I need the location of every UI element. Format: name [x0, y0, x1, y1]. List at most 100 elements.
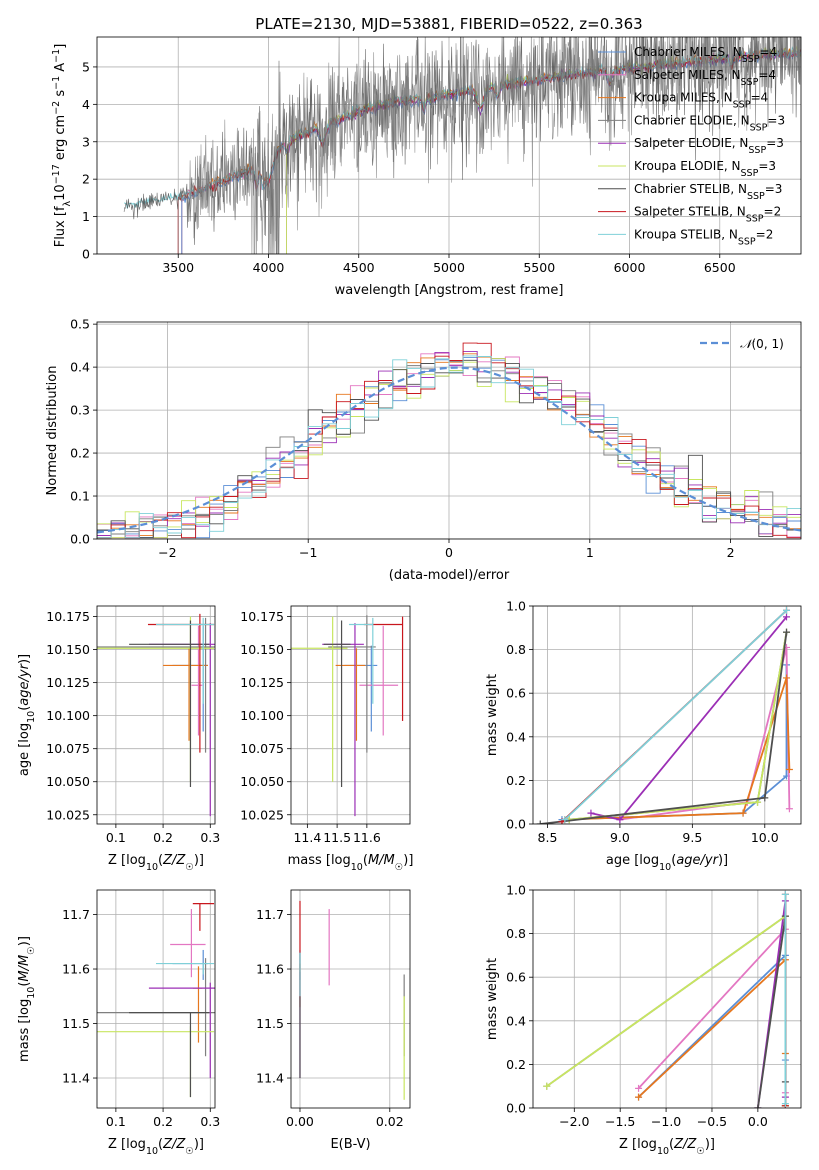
- panel-age_vs_mass: 11.4 11.5 11.6 10.025 10.050 10.075 10.100 10.1…: [240, 605, 413, 873]
- legend-entry: Salpeter MILES, NSSP=4: [634, 68, 776, 88]
- weight-line: [564, 609, 788, 821]
- weight-line: [619, 647, 791, 821]
- weight-line: [561, 664, 788, 821]
- y-tick-label: 10.100: [46, 708, 90, 723]
- y-tick-label: 0.2: [506, 773, 526, 788]
- legend-entry: 𝒩(0, 1): [740, 337, 784, 351]
- axes-frame: [532, 605, 802, 825]
- legend: Chabrier MILES, NSSP=4 Salpeter MILES, NS…: [598, 45, 785, 247]
- y-tick-label: 2: [82, 172, 90, 187]
- y-tick-label: 0.2: [506, 1057, 526, 1072]
- weight-series-chabrier-stelib: [754, 912, 789, 1108]
- x-tick-label: 0.1: [106, 830, 126, 845]
- legend-entry: Chabrier STELIB, NSSP=3: [634, 182, 782, 202]
- weight-marker: [739, 809, 747, 817]
- y-tick-label: 5: [82, 59, 90, 74]
- grid-weight_vs_age: [533, 606, 801, 824]
- errorbar-kroupa-stelib: [349, 617, 374, 704]
- x-tick-label: 9.0: [610, 830, 630, 845]
- panel-weight_vs_Z: −2.0 −1.5 −1.0 −0.5 0.0 0.0 0.2 0.4 0.6 0.8 1.0 Z […: [485, 883, 802, 1157]
- errorbar-chabrier-stelib: [323, 620, 351, 788]
- plot-area-age_vs_mass: [291, 606, 410, 824]
- weight-series-kroupa-stelib: [561, 606, 791, 824]
- x-tick-label: 10.0: [751, 830, 779, 845]
- legend-entry: Kroupa MILES, NSSP=4: [634, 91, 768, 111]
- weight-marker: [616, 816, 624, 824]
- x-axis-label: (data-model)/error: [389, 568, 510, 583]
- plot-area-weight_vs_Z: [533, 890, 801, 1108]
- errorbar-salpeter-miles: [359, 625, 399, 736]
- y-axis-label: age [log10(age/yr)]: [17, 654, 37, 776]
- weight-line: [564, 677, 791, 821]
- y-tick-label: 0.8: [506, 642, 526, 657]
- weight-series-chabrier-elodie: [565, 628, 791, 824]
- y-axis-label: mass [log10(M/M☉)]: [17, 936, 37, 1062]
- plot-area-weight_vs_age: [533, 606, 801, 824]
- y-tick-label: 10.125: [240, 675, 284, 690]
- y-tick-label: 10.025: [46, 807, 90, 822]
- errorbar-chabrier-stelib: [129, 1012, 210, 1098]
- weight-series-chabrier-stelib: [536, 628, 791, 824]
- legend-entry: Salpeter ELODIE, NSSP=3: [634, 136, 784, 156]
- y-tick-label: 10.175: [240, 609, 284, 624]
- plot-area-spectrum: [97, 37, 801, 254]
- y-tick-label: 11.6: [62, 962, 90, 977]
- x-tick-label: 0.00: [286, 1114, 314, 1129]
- weight-marker: [785, 766, 793, 773]
- x-tick-label: 0.1: [106, 1114, 126, 1129]
- weight-series-kroupa-stelib: [781, 890, 789, 1108]
- y-tick-label: 10.050: [46, 774, 90, 789]
- observed-spectrum-chabrier-stelib: [123, 37, 801, 254]
- plot-area-mass_vs_Z: [97, 890, 215, 1108]
- weight-marker: [754, 798, 762, 806]
- y-tick-label: 0.3: [70, 403, 90, 418]
- y-tick-label: 0.4: [70, 360, 90, 375]
- legend-entry: Salpeter STELIB, NSSP=2: [634, 205, 781, 225]
- y-tick-label: 0.0: [506, 817, 526, 832]
- x-tick-label: 0: [445, 545, 453, 560]
- x-tick-label: 11.4: [293, 830, 321, 845]
- weight-marker: [781, 1100, 789, 1108]
- errorbar-chabrier-elodie: [328, 615, 376, 753]
- plot-area-age_vs_Z: [97, 606, 215, 824]
- x-axis-label: Z [log10(Z/Z☉)]: [108, 1137, 204, 1157]
- grid-weight_vs_Z: [533, 890, 801, 1108]
- weight-marker: [785, 805, 793, 813]
- x-tick-label: 0.2: [153, 1114, 173, 1129]
- x-tick-label: 0.3: [200, 1114, 220, 1129]
- x-axis-label: Z [log10(Z/Z☉)]: [619, 1137, 715, 1157]
- x-axis-label: age [log10(age/yr)]: [606, 853, 728, 873]
- y-tick-label: 10.150: [46, 642, 90, 657]
- errorbar-salpeter-miles: [170, 909, 206, 978]
- weight-marker: [783, 674, 791, 682]
- y-axis-label: mass weight: [485, 674, 500, 756]
- figure-title: PLATE=2130, MJD=53881, FIBERID=0522, z=0…: [255, 15, 642, 33]
- errorbar-chabrier-elodie: [97, 617, 215, 753]
- weight-marker: [561, 816, 569, 824]
- errorbar-chabrier-stelib: [129, 620, 210, 788]
- weight-marker: [761, 794, 769, 802]
- y-axis-label: Normed distribution: [45, 366, 60, 496]
- x-tick-label: 11.6: [353, 830, 381, 845]
- panel-mass_vs_EBV: 0.00 0.02 11.4 11.5 11.6 11.7: [256, 889, 411, 1129]
- x-tick-label: 5000: [433, 260, 465, 275]
- errorbar-salpeter-stelib: [192, 903, 215, 931]
- x-axis-label: E(B-V): [330, 1137, 370, 1152]
- y-tick-label: 1.0: [506, 599, 526, 614]
- y-tick-label: 10.100: [240, 708, 284, 723]
- x-tick-label: 0.2: [153, 830, 173, 845]
- axes-frame: [96, 889, 216, 1109]
- errorbar-kroupa-miles: [163, 648, 208, 741]
- y-tick-label: 0: [82, 247, 90, 262]
- y-tick-label: 11.4: [62, 1071, 90, 1086]
- errorbar-chabrier-elodie: [97, 958, 215, 1057]
- y-tick-label: 0.0: [70, 532, 90, 547]
- weight-marker: [783, 613, 791, 621]
- y-tick-label: 11.5: [256, 1016, 284, 1031]
- x-tick-label: 0.3: [200, 830, 220, 845]
- axes-frame: [532, 889, 802, 1109]
- x-tick-label: 8.5: [538, 830, 558, 845]
- x-tick-label: 3500: [162, 260, 194, 275]
- y-tick-label: 0.2: [70, 446, 90, 461]
